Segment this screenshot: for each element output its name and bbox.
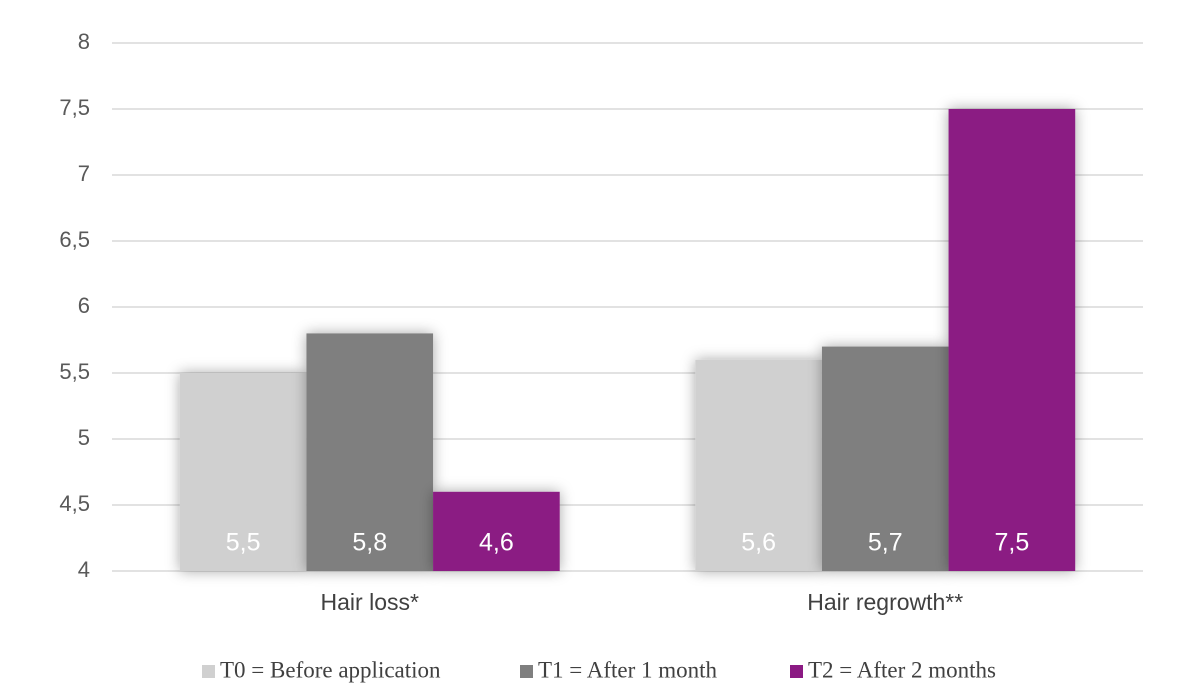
legend-label: T2 = After 2 months	[808, 657, 996, 682]
legend-marker	[202, 665, 215, 678]
value-label: 4,6	[479, 529, 514, 557]
y-tick-label: 8	[78, 29, 90, 54]
legend-label: T1 = After 1 month	[538, 657, 718, 682]
y-tick-label: 6	[78, 293, 90, 318]
value-label: 5,5	[226, 529, 261, 557]
y-tick-label: 7	[78, 161, 90, 186]
value-label: 7,5	[995, 529, 1030, 557]
y-tick-label: 4	[78, 557, 90, 582]
value-label: 5,6	[741, 529, 776, 557]
y-tick-label: 5,5	[59, 359, 90, 384]
x-tick-label: Hair loss*	[321, 589, 419, 615]
y-tick-label: 4,5	[59, 491, 90, 516]
bar	[306, 333, 434, 571]
value-label: 5,7	[868, 529, 903, 557]
bar	[948, 109, 1076, 571]
bar	[695, 359, 822, 571]
bar	[433, 491, 560, 571]
bar	[821, 346, 949, 571]
x-tick-label: Hair regrowth**	[807, 589, 963, 615]
legend-label: T0 = Before application	[220, 657, 441, 682]
y-tick-label: 7,5	[59, 95, 90, 120]
bar	[179, 373, 307, 571]
value-label: 5,8	[352, 529, 387, 557]
legend-marker	[790, 665, 803, 678]
y-tick-label: 5	[78, 425, 90, 450]
y-tick-label: 6,5	[59, 227, 90, 252]
legend-marker	[520, 665, 533, 678]
